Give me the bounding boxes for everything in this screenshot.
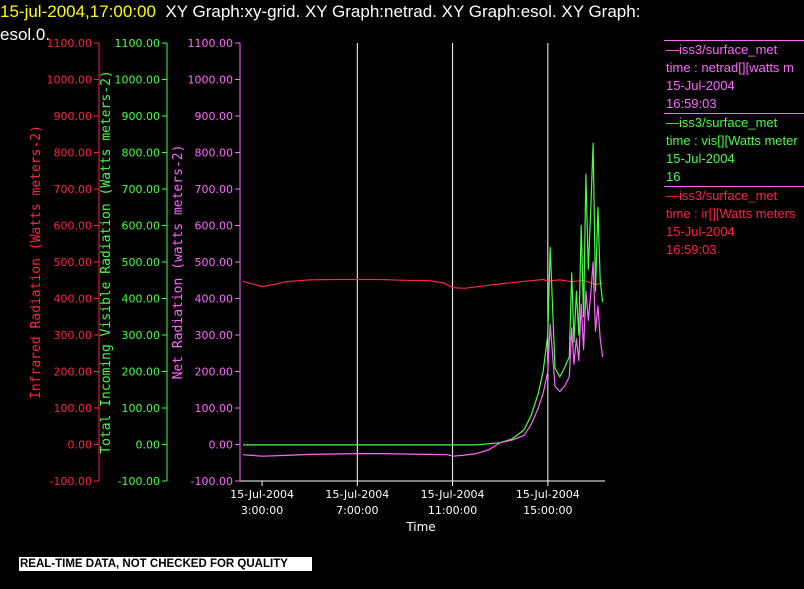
- netrad-y-axis-label: Net Radiation (watts meters-2): [171, 145, 186, 380]
- series-line-vis: [243, 142, 604, 446]
- legend-time: 16:59:03: [666, 242, 717, 257]
- legend-date: 15-Jul-2004: [666, 78, 735, 93]
- title-line-2: esol.0.: [0, 25, 50, 45]
- ir-y-tick-label: 500.00: [54, 256, 93, 269]
- disclaimer: REAL-TIME DATA, NOT CHECKED FOR QUALITY: [19, 557, 312, 571]
- netrad-y-tick-label: 0.00: [209, 439, 234, 452]
- ir-y-tick-label: 200.00: [54, 366, 93, 379]
- netrad-y-tick-label: 400.00: [195, 293, 234, 306]
- legend-date: 15-Jul-2004: [666, 151, 735, 166]
- vis-y-tick-label: -100.00: [118, 475, 160, 488]
- vis-y-axis-label: Total Incoming Visible Radiation (Watts …: [99, 70, 114, 454]
- ir-y-tick-label: 700.00: [54, 183, 93, 196]
- legend-source: —iss3/surface_met: [666, 188, 778, 203]
- ir-y-tick-label: 800.00: [54, 147, 93, 160]
- netrad-y-tick-label: 100.00: [195, 402, 234, 415]
- legend-entry-ir: —iss3/surface_met time : ir[][Watts mete…: [664, 186, 804, 259]
- legend-source: —iss3/surface_met: [666, 115, 778, 130]
- x-tick-date: 15-Jul-2004: [325, 488, 389, 501]
- ir-y-tick-label: 900.00: [54, 110, 93, 123]
- title-line-1: 15-jul-2004,17:00:00 XY Graph:xy-grid. X…: [0, 2, 640, 22]
- legend: —iss3/surface_met time : netrad[][watts …: [664, 40, 804, 260]
- title-time: 15-jul-2004,17:00:00: [0, 2, 156, 21]
- netrad-y-tick-label: 500.00: [195, 256, 234, 269]
- title-graphs-cont: esol.0.: [0, 25, 51, 44]
- series-line-netrad: [242, 261, 604, 457]
- ir-y-tick-label: 600.00: [54, 220, 93, 233]
- x-tick-date: 15-Jul-2004: [230, 488, 294, 501]
- netrad-y-tick-label: 200.00: [195, 366, 234, 379]
- vis-y-tick-label: 100.00: [122, 402, 161, 415]
- netrad-y-tick-label: 1000.00: [188, 74, 234, 87]
- ir-y-tick-label: 1100.00: [47, 37, 93, 50]
- series-line-ir: [242, 278, 603, 289]
- title-bar: 15-jul-2004,17:00:00 XY Graph:xy-grid. X…: [0, 0, 804, 48]
- netrad-y-tick-label: 1100.00: [188, 37, 234, 50]
- ir-y-tick-label: 0.00: [68, 439, 93, 452]
- legend-entry-vis: —iss3/surface_met time : vis[][Watts met…: [664, 113, 804, 186]
- netrad-y-tick-label: 900.00: [195, 110, 234, 123]
- vis-y-tick-label: 400.00: [122, 293, 161, 306]
- vis-y-tick-label: 200.00: [122, 366, 161, 379]
- netrad-y-tick-label: 300.00: [195, 329, 234, 342]
- ir-y-tick-label: 400.00: [54, 293, 93, 306]
- legend-time: 16:59:03: [666, 96, 717, 111]
- ir-y-tick-label: 1000.00: [47, 74, 93, 87]
- x-tick-time: 15:00:00: [523, 504, 572, 517]
- vis-y-tick-label: 700.00: [122, 183, 161, 196]
- legend-time: 16: [666, 169, 681, 184]
- netrad-y-tick-label: 700.00: [195, 183, 234, 196]
- legend-source: —iss3/surface_met: [666, 42, 778, 57]
- legend-date: 15-Jul-2004: [666, 224, 735, 239]
- vis-y-tick-label: 900.00: [122, 110, 161, 123]
- vis-y-tick-label: 300.00: [122, 329, 161, 342]
- x-tick-time: 11:00:00: [428, 504, 477, 517]
- ir-y-tick-label: 100.00: [54, 402, 93, 415]
- x-tick-date: 15-Jul-2004: [421, 488, 485, 501]
- ir-y-axis-label: Infrared Radiation (Watts meters-2): [29, 125, 44, 399]
- netrad-y-tick-label: 800.00: [195, 147, 234, 160]
- legend-variable: time : vis[][Watts meter: [666, 133, 798, 148]
- netrad-y-tick-label: 600.00: [195, 220, 234, 233]
- netrad-y-tick-label: -100.00: [191, 475, 233, 488]
- legend-variable: time : netrad[][watts m: [666, 60, 794, 75]
- ir-y-tick-label: -100.00: [50, 475, 92, 488]
- x-axis-label: Time: [405, 520, 435, 534]
- vis-y-tick-label: 1100.00: [115, 37, 161, 50]
- vis-y-tick-label: 0.00: [136, 439, 161, 452]
- ir-y-tick-label: 300.00: [54, 329, 93, 342]
- vis-y-tick-label: 1000.00: [115, 74, 161, 87]
- x-tick-time: 3:00:00: [241, 504, 283, 517]
- legend-entry-netrad: —iss3/surface_met time : netrad[][watts …: [664, 40, 804, 113]
- vis-y-tick-label: 600.00: [122, 220, 161, 233]
- x-tick-date: 15-Jul-2004: [516, 488, 580, 501]
- legend-variable: time : ir[][Watts meters: [666, 206, 796, 221]
- title-graphs: XY Graph:xy-grid. XY Graph:netrad. XY Gr…: [165, 2, 641, 21]
- vis-y-tick-label: 500.00: [122, 256, 161, 269]
- x-tick-time: 7:00:00: [336, 504, 378, 517]
- vis-y-tick-label: 800.00: [122, 147, 161, 160]
